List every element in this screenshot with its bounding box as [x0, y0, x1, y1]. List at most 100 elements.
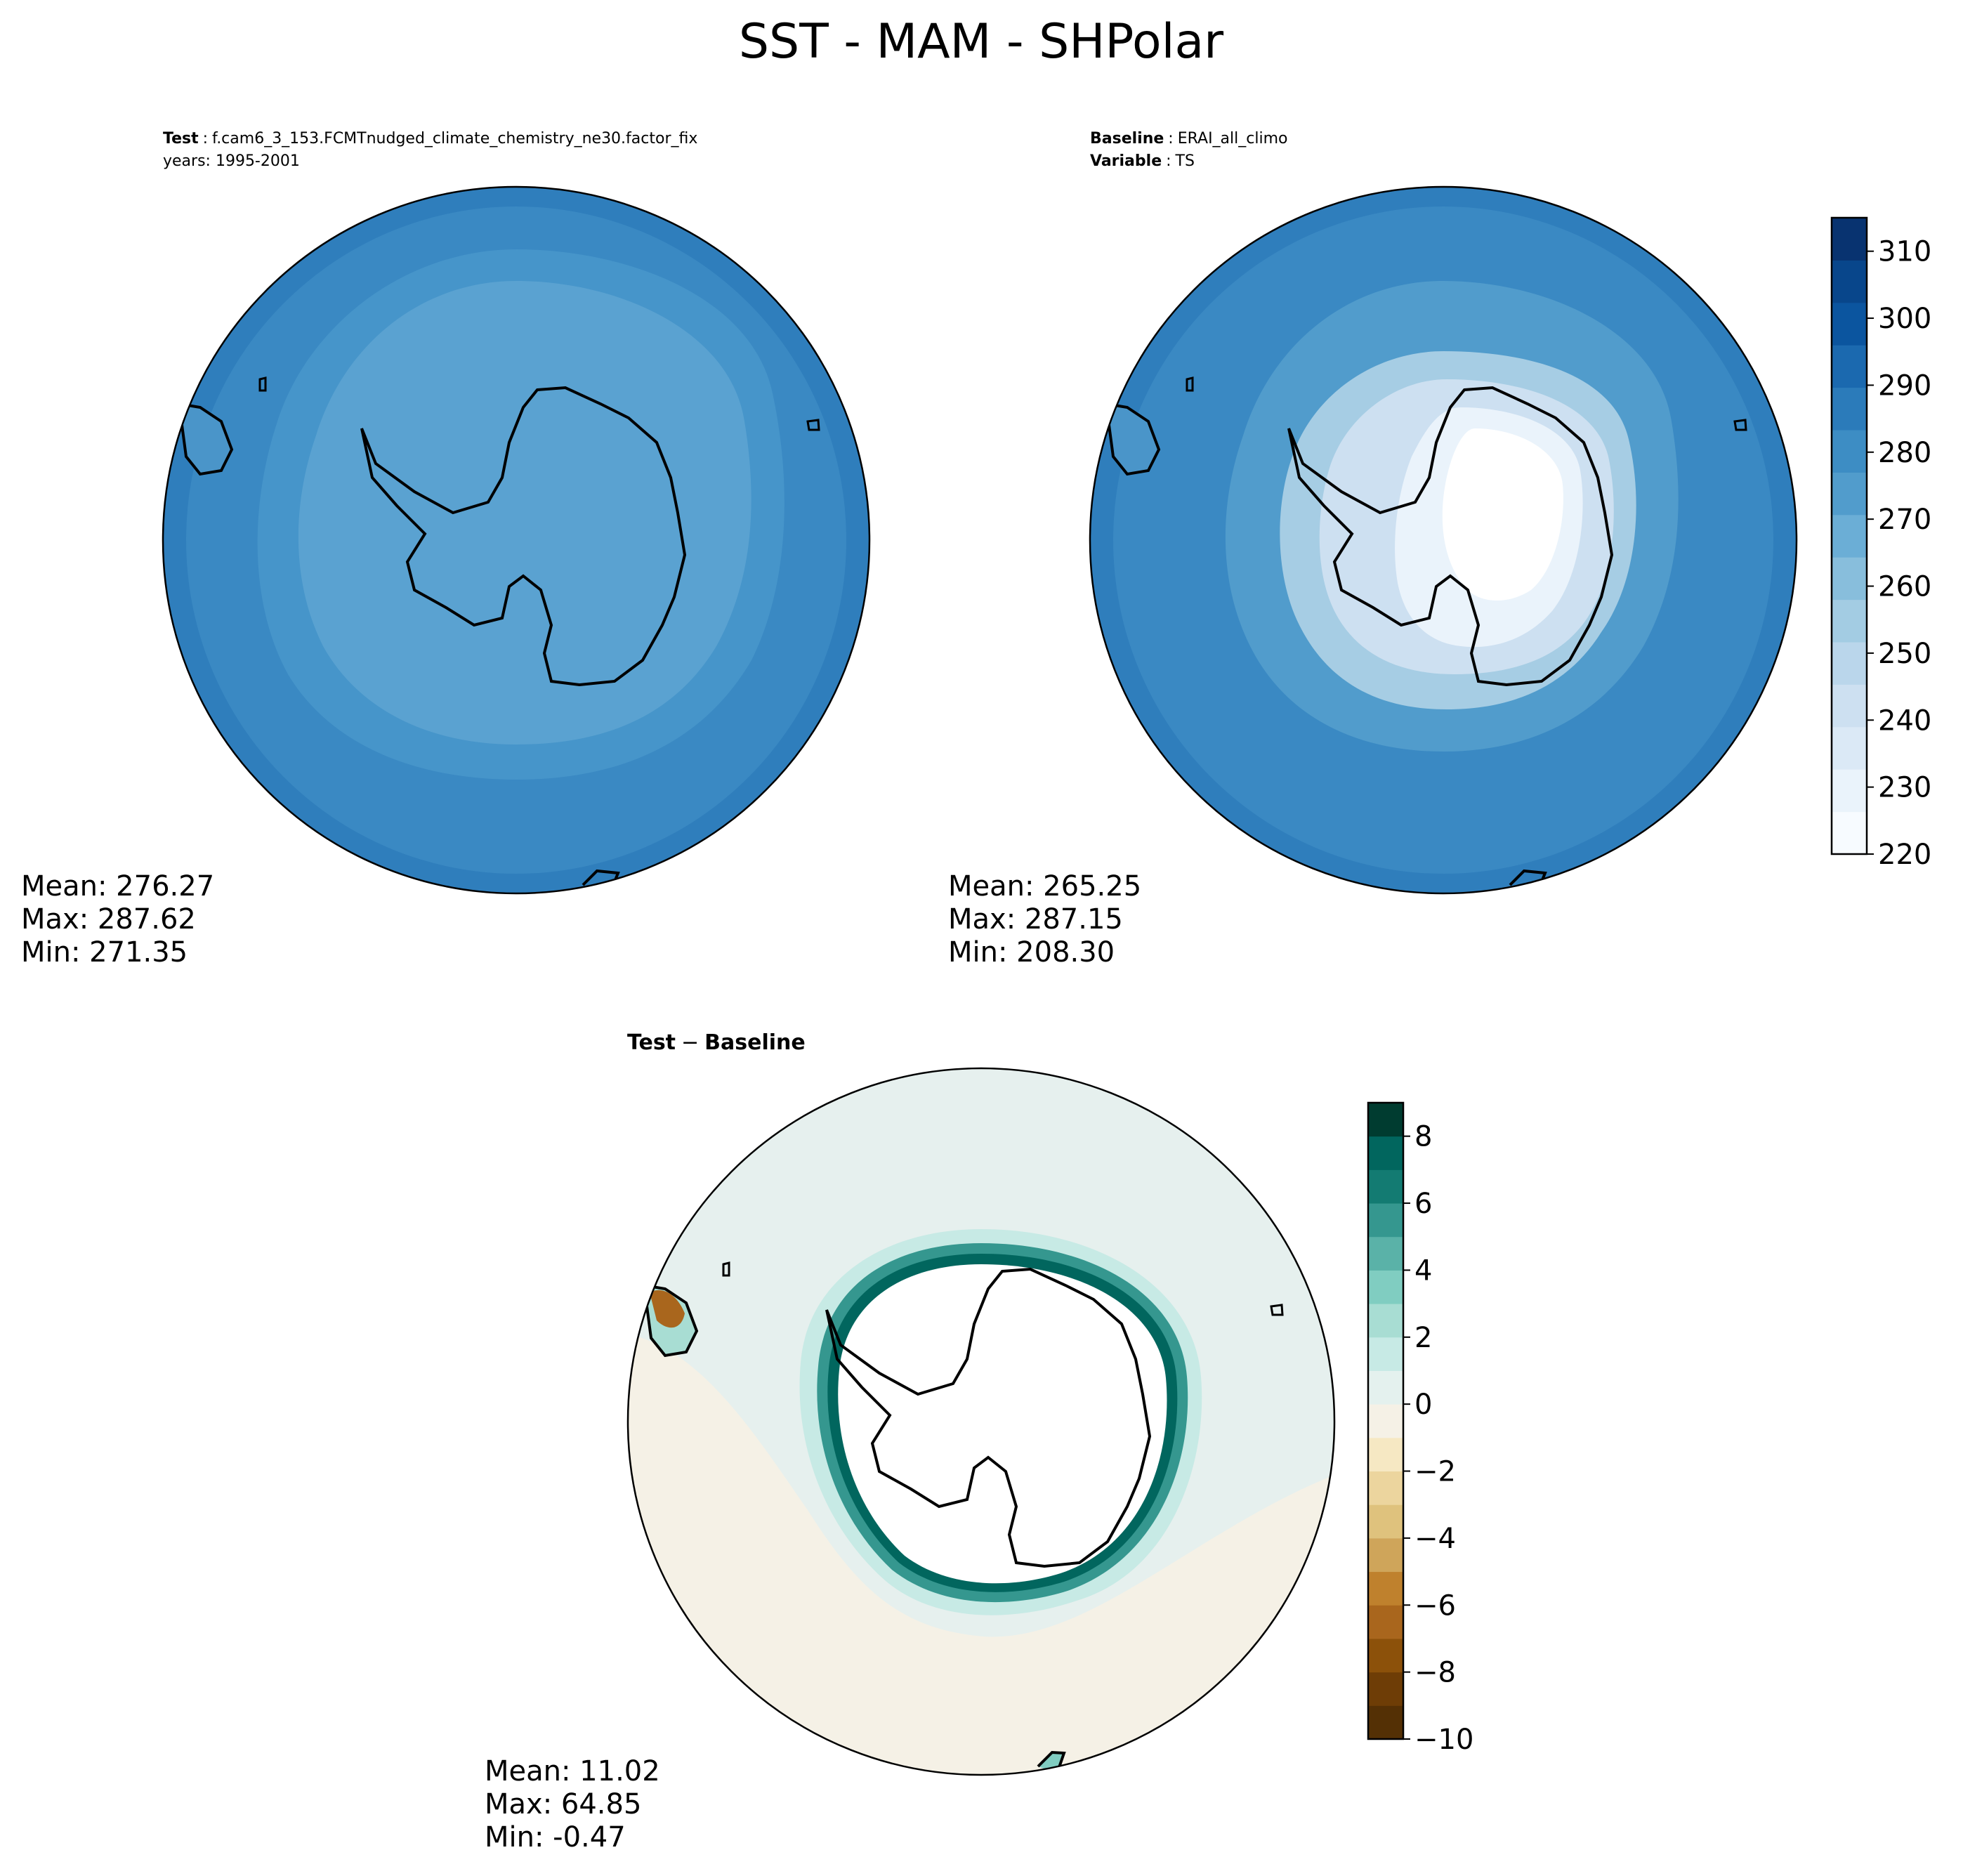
test-header-label: Test — [163, 130, 199, 147]
baseline-map — [1090, 187, 1797, 893]
test-min: Min: 271.35 — [21, 936, 188, 969]
baseline-mean: Mean: 265.25 — [948, 870, 1141, 903]
baseline-kerguelen-coast — [1733, 419, 1747, 431]
difference-colorbar-tick-label: −4 — [1414, 1523, 1456, 1555]
difference-colorbar-band — [1368, 1537, 1403, 1573]
difference-colorbar-frame — [1367, 1101, 1405, 1740]
difference-header: Test − Baseline — [627, 1030, 806, 1055]
test-panel: Test: f.cam6_3_153.FCMTnudged_climate_che… — [21, 130, 871, 969]
difference-colorbar-band — [1368, 1370, 1403, 1405]
baseline-colorbar-tick-label: 260 — [1878, 571, 1931, 603]
difference-colorbar-tick-label: 6 — [1414, 1188, 1432, 1220]
difference-colorbar-tick-label: 4 — [1414, 1254, 1432, 1287]
baseline-colorbar-tick-label: 250 — [1878, 638, 1931, 670]
difference-colorbar-band — [1368, 1471, 1403, 1505]
baseline-map-boundary — [1089, 185, 1798, 895]
difference-colorbar-band — [1368, 1169, 1403, 1204]
difference-colorbar-band — [1368, 1304, 1403, 1338]
baseline-colorbar-tick-label: 290 — [1878, 369, 1931, 402]
difference-colorbar-tick-label: −6 — [1414, 1589, 1456, 1622]
test-falkland-coast — [258, 376, 267, 392]
baseline-colorbar-tick-label: 220 — [1878, 839, 1931, 871]
baseline-stats: Mean: 265.25 Max: 287.15 Min: 208.30 — [948, 870, 1150, 969]
difference-panel: Test − Baseline Mean: 11.02 Max: 64.85 Min… — [485, 1030, 1473, 1854]
difference-map — [628, 1068, 1334, 1775]
baseline-header-line2: Variable: TS — [1090, 152, 1195, 170]
test-mean: Mean: 276.27 — [21, 870, 214, 903]
baseline-colorbar-band — [1832, 302, 1867, 346]
difference-field-ocean-south — [628, 1334, 1334, 1775]
difference-colorbar-tick-label: −8 — [1414, 1657, 1456, 1689]
baseline-colorbar-band — [1832, 557, 1867, 601]
difference-header-baseline: Baseline — [704, 1030, 806, 1055]
baseline-colorbar: 220 230 240 250 260 270 280 290 300 310 — [1830, 216, 1931, 871]
baseline-colorbar-band — [1832, 472, 1867, 516]
baseline-panel: Baseline: ERAI_all_climo Variable: TS Mean… — [948, 130, 1931, 969]
baseline-min: Min: 208.30 — [948, 936, 1115, 969]
difference-colorbar-band — [1368, 1605, 1403, 1639]
baseline-colorbar-tick-label: 230 — [1878, 772, 1931, 804]
difference-min: Min: -0.47 — [485, 1821, 626, 1854]
difference-colorbar-band — [1368, 1270, 1403, 1304]
test-kerguelen-coast — [806, 419, 820, 431]
baseline-colorbar-tick-label: 280 — [1878, 437, 1931, 469]
baseline-falkland-coast — [1186, 376, 1194, 392]
baseline-colorbar-frame — [1830, 216, 1868, 855]
difference-colorbar-tick-label: 8 — [1414, 1121, 1432, 1153]
baseline-max: Max: 287.15 — [948, 903, 1123, 936]
figure-title: SST - MAM - SHPolar — [739, 14, 1223, 70]
test-map-boundary — [162, 185, 871, 895]
difference-field-south-america — [650, 1290, 685, 1328]
baseline-colorbar-band — [1832, 642, 1867, 685]
baseline-colorbar-tick-label: 270 — [1878, 504, 1931, 536]
difference-header-test: Test — [627, 1030, 676, 1055]
test-header-line1: Test: f.cam6_3_153.FCMTnudged_climate_che… — [163, 130, 697, 147]
difference-colorbar-band — [1368, 1203, 1403, 1238]
difference-colorbar-band — [1368, 1705, 1403, 1740]
baseline-header-case: ERAI_all_climo — [1178, 130, 1288, 147]
baseline-variable-value: TS — [1175, 152, 1195, 170]
baseline-colorbar-band — [1832, 811, 1867, 855]
difference-colorbar-band — [1368, 1103, 1403, 1137]
baseline-colorbar-tick-label: 310 — [1878, 236, 1931, 268]
difference-colorbar-band — [1368, 1504, 1403, 1539]
baseline-colorbar-band — [1832, 387, 1867, 431]
baseline-colorbar-band — [1832, 218, 1867, 261]
difference-colorbar-tick-label: −10 — [1414, 1724, 1473, 1756]
difference-colorbar-band — [1368, 1404, 1403, 1438]
test-header-years: years: 1995-2001 — [163, 152, 300, 170]
test-stats: Mean: 276.27 Max: 287.62 Min: 271.35 — [21, 870, 223, 969]
difference-colorbar-tick-label: 2 — [1414, 1322, 1432, 1354]
difference-mean: Mean: 11.02 — [485, 1755, 660, 1788]
test-map — [163, 187, 869, 893]
baseline-colorbar-band — [1832, 430, 1867, 473]
difference-colorbar-tick-label: 0 — [1414, 1389, 1432, 1421]
baseline-colorbar-band — [1832, 599, 1867, 643]
baseline-colorbar-band — [1832, 769, 1867, 813]
baseline-colorbar-band — [1832, 260, 1867, 303]
difference-colorbar-tick-label: −2 — [1414, 1456, 1456, 1488]
difference-field-continent — [838, 1264, 1167, 1584]
difference-colorbar-band — [1368, 1437, 1403, 1472]
baseline-colorbar-tick-label: 240 — [1878, 704, 1931, 737]
difference-falkland-coast — [722, 1261, 730, 1277]
baseline-header-label: Baseline — [1090, 130, 1164, 147]
baseline-colorbar-tick-label: 300 — [1878, 303, 1931, 335]
difference-colorbar-band — [1368, 1638, 1403, 1673]
difference-colorbar-band — [1368, 1571, 1403, 1606]
difference-kerguelen-coast — [1270, 1304, 1284, 1316]
test-max: Max: 287.62 — [21, 903, 196, 936]
baseline-variable-label: Variable — [1090, 152, 1162, 170]
baseline-colorbar-band — [1832, 514, 1867, 558]
difference-max: Max: 64.85 — [485, 1788, 641, 1821]
baseline-colorbar-band — [1832, 684, 1867, 728]
difference-colorbar-band — [1368, 1236, 1403, 1271]
difference-map-boundary — [626, 1067, 1336, 1776]
difference-stats: Mean: 11.02 Max: 64.85 Min: -0.47 — [485, 1755, 669, 1854]
difference-header-minus: − — [681, 1030, 699, 1055]
test-field-antarctica — [298, 281, 751, 745]
baseline-header-line1: Baseline: ERAI_all_climo — [1090, 130, 1287, 147]
difference-colorbar-band — [1368, 1337, 1403, 1371]
baseline-colorbar-band — [1832, 726, 1867, 770]
